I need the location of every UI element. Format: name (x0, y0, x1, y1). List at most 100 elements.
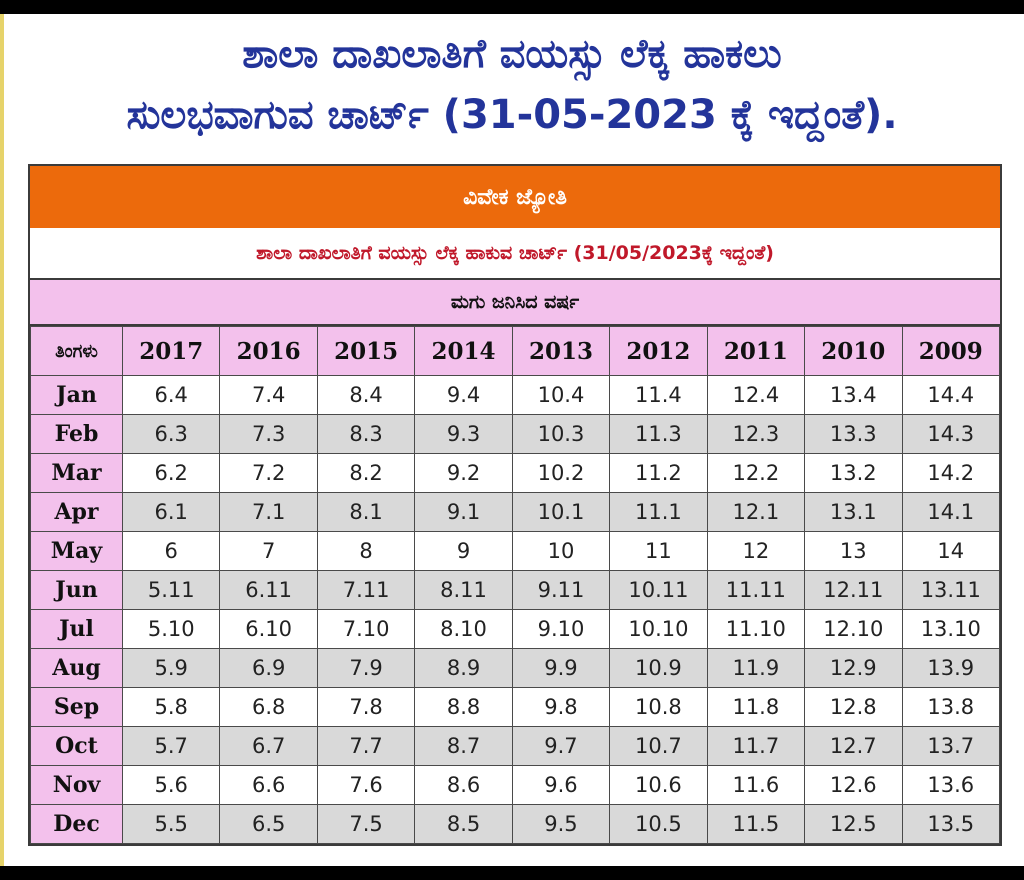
table-row: Sep 5.8 6.8 7.8 8.8 9.8 10.8 11.8 12.8 13.8 (30, 687, 1000, 727)
age-cell: 12.5 (804, 804, 903, 844)
age-cell: 12.3 (706, 414, 806, 454)
age-cell: 12.6 (804, 765, 903, 805)
age-cell: 9.10 (511, 609, 611, 649)
age-cell: 6.9 (219, 648, 318, 688)
chart-banner: ವಿವೇಕ ಜ್ಯೋತಿ (30, 166, 1000, 228)
age-cell: 13 (804, 531, 903, 571)
age-cell: 11 (609, 531, 708, 571)
age-cell: 9.2 (414, 453, 513, 493)
age-cell: 13.4 (804, 375, 903, 415)
age-cell: 9.5 (511, 804, 611, 844)
age-cell: 5.10 (121, 609, 221, 649)
age-cell: 12.2 (706, 453, 806, 493)
age-cell: 6.5 (219, 804, 318, 844)
month-cell: Aug (30, 648, 123, 688)
age-cell: 8.2 (316, 453, 416, 493)
age-cell: 13.9 (901, 648, 1000, 688)
age-cell: 14.2 (901, 453, 1000, 493)
age-cell: 7.6 (316, 765, 416, 805)
year-header: 2011 (706, 326, 806, 376)
table-row: Dec 5.5 6.5 7.5 8.5 9.5 10.5 11.5 12.5 13.5 (30, 804, 1000, 844)
age-cell: 10.5 (609, 804, 708, 844)
year-header: 2017 (121, 326, 221, 376)
month-cell: Dec (30, 804, 123, 844)
age-cell: 7.2 (219, 453, 318, 493)
age-cell: 13.10 (901, 609, 1000, 649)
month-cell: Mar (30, 453, 123, 493)
month-cell: Jun (30, 570, 123, 610)
month-cell: Oct (30, 726, 123, 766)
age-cell: 7.11 (316, 570, 416, 610)
age-cell: 11.7 (706, 726, 806, 766)
heading-line-2: ಸುಲಭವಾಗುವ ಚಾರ್ಟ್ (31-05-2023 ಕ್ಕೆ ಇದ್ದಂತ… (126, 92, 898, 138)
table-row: Jun 5.11 6.11 7.11 8.11 9.11 10.11 11.11 12.11 13… (30, 570, 1000, 610)
age-cell: 9.9 (511, 648, 611, 688)
month-cell: May (30, 531, 123, 571)
age-cell: 9 (414, 531, 513, 571)
age-cell: 11.9 (706, 648, 806, 688)
age-cell: 7.8 (316, 687, 416, 727)
birth-year-band: ಮಗು ಜನಿಸಿದ ವರ್ಷ (30, 280, 1000, 326)
age-cell: 8.5 (414, 804, 513, 844)
age-cell: 14.4 (901, 375, 1000, 415)
age-cell: 11.2 (609, 453, 708, 493)
age-cell: 7 (219, 531, 318, 571)
age-cell: 13.2 (804, 453, 903, 493)
age-cell: 6.3 (121, 414, 221, 454)
age-cell: 10.2 (511, 453, 611, 493)
age-cell: 14.3 (901, 414, 1000, 454)
age-cell: 9.6 (511, 765, 611, 805)
age-cell: 12.10 (804, 609, 903, 649)
table-row: May 6 7 8 9 10 11 12 13 14 (30, 531, 1000, 571)
age-cell: 8.8 (414, 687, 513, 727)
age-cell: 11.10 (706, 609, 806, 649)
age-cell: 13.11 (901, 570, 1000, 610)
age-cell: 6.6 (219, 765, 318, 805)
age-cell: 11.4 (609, 375, 708, 415)
age-cell: 14 (901, 531, 1000, 571)
year-header: 2010 (804, 326, 903, 376)
age-cell: 12.1 (706, 492, 806, 532)
age-cell: 11.1 (609, 492, 708, 532)
age-cell: 5.11 (121, 570, 221, 610)
age-cell: 9.11 (511, 570, 611, 610)
year-header: 2014 (414, 326, 513, 376)
table-row: Jan 6.4 7.4 8.4 9.4 10.4 11.4 12.4 13.4 14.4 (30, 375, 1000, 415)
age-cell: 10.6 (609, 765, 708, 805)
age-cell: 10 (511, 531, 611, 571)
age-cell: 8.11 (414, 570, 513, 610)
year-header: 2016 (219, 326, 318, 376)
age-cell: 11.5 (706, 804, 806, 844)
age-cell: 5.9 (121, 648, 221, 688)
month-cell: Nov (30, 765, 123, 805)
table-row: Jul 5.10 6.10 7.10 8.10 9.10 10.10 11.10 12.10 13… (30, 609, 1000, 649)
age-table: ತಿಂಗಳು 2017 2016 2015 2014 2013 2012 2011 2010 2… (30, 326, 1000, 844)
age-cell: 11.6 (706, 765, 806, 805)
year-header: 2009 (901, 326, 1000, 376)
month-cell: Jan (30, 375, 123, 415)
age-cell: 8.3 (316, 414, 416, 454)
age-cell: 6.1 (121, 492, 221, 532)
age-cell: 10.3 (511, 414, 611, 454)
year-header: 2013 (511, 326, 611, 376)
age-cell: 10.7 (609, 726, 708, 766)
age-cell: 5.5 (121, 804, 221, 844)
table-row: Oct 5.7 6.7 7.7 8.7 9.7 10.7 11.7 12.7 13.7 (30, 726, 1000, 766)
age-cell: 10.8 (609, 687, 708, 727)
age-cell: 6.11 (219, 570, 318, 610)
age-cell: 6.7 (219, 726, 318, 766)
age-cell: 13.7 (901, 726, 1000, 766)
table-row: Apr 6.1 7.1 8.1 9.1 10.1 11.1 12.1 13.1 14.1 (30, 492, 1000, 532)
age-cell: 8.4 (316, 375, 416, 415)
page-heading: ಶಾಲಾ ದಾಖಲಾತಿಗೆ ವಯಸ್ಸು ಲೆಕ್ಕ ಹಾಕಲು ಸುಲಭವಾ… (0, 24, 1024, 146)
month-cell: Jul (30, 609, 123, 649)
table-body: Jan 6.4 7.4 8.4 9.4 10.4 11.4 12.4 13.4 14.4 Feb 6.… (30, 375, 1000, 844)
month-cell: Sep (30, 687, 123, 727)
age-cell: 12 (706, 531, 806, 571)
age-cell: 9.3 (414, 414, 513, 454)
age-cell: 12.11 (804, 570, 903, 610)
table-row: Mar 6.2 7.2 8.2 9.2 10.2 11.2 12.2 13.2 14.2 (30, 453, 1000, 493)
age-cell: 7.1 (219, 492, 318, 532)
age-cell: 12.7 (804, 726, 903, 766)
age-cell: 13.5 (901, 804, 1000, 844)
